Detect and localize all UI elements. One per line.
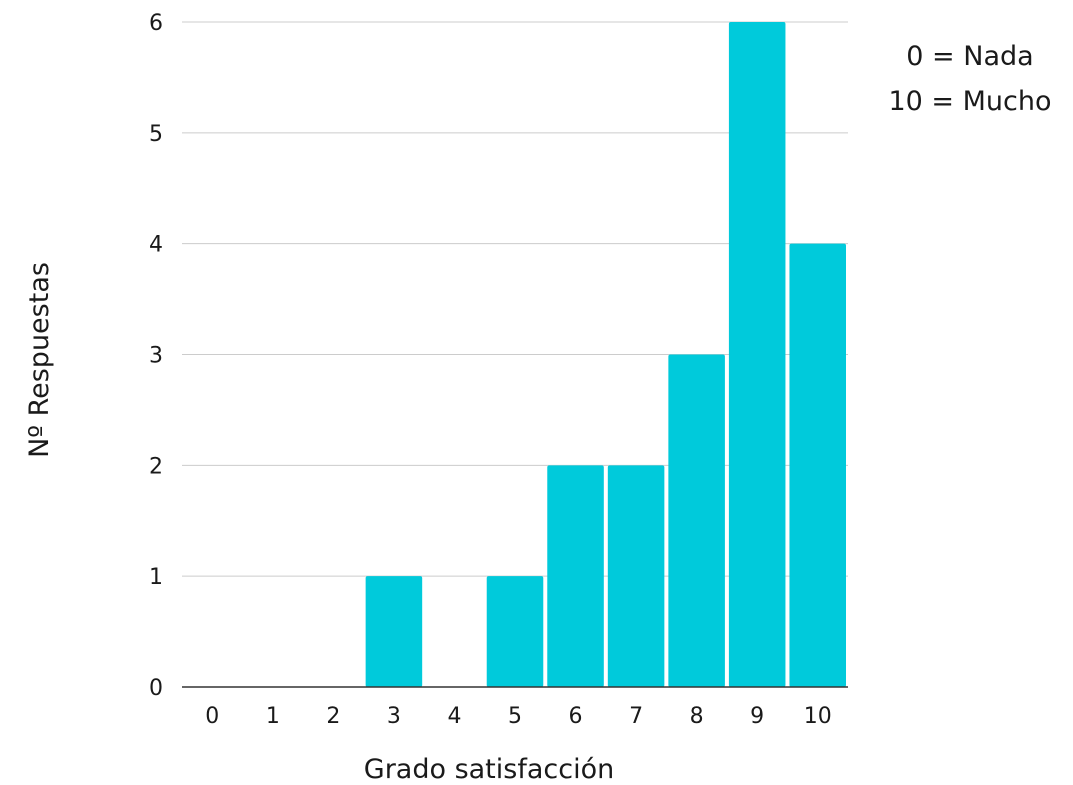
bar <box>789 243 846 687</box>
x-tick-label: 4 <box>447 704 461 729</box>
bar <box>365 576 423 687</box>
x-tick-label: 5 <box>508 704 522 729</box>
x-tick-label: 1 <box>266 704 280 729</box>
scale-note-max: 10 = Mucho <box>888 86 1051 117</box>
y-tick-label: 1 <box>149 565 163 590</box>
bar <box>668 354 725 687</box>
bar <box>728 22 786 687</box>
y-axis-title: Nº Respuestas <box>24 262 55 458</box>
y-tick-label: 0 <box>149 676 163 701</box>
x-tick-labels: 0 1 2 3 4 5 6 7 8 9 10 <box>205 704 831 729</box>
bar <box>547 465 604 687</box>
y-tick-label: 3 <box>149 344 163 369</box>
bar <box>486 576 544 687</box>
x-tick-label: 6 <box>569 704 583 729</box>
bar <box>607 465 665 687</box>
bars <box>365 22 846 687</box>
x-tick-label: 2 <box>326 704 340 729</box>
y-tick-label: 5 <box>149 122 163 147</box>
scale-note-min: 0 = Nada <box>906 41 1033 72</box>
x-tick-label: 8 <box>690 704 704 729</box>
x-tick-label: 7 <box>629 704 643 729</box>
y-tick-label: 4 <box>149 233 163 258</box>
x-axis-title: Grado satisfacción <box>364 754 614 785</box>
y-tick-label: 2 <box>149 454 163 479</box>
x-tick-label: 3 <box>387 704 401 729</box>
x-tick-label: 0 <box>205 704 219 729</box>
y-tick-labels: 0 1 2 3 4 5 6 <box>149 11 163 701</box>
y-tick-label: 6 <box>149 11 163 36</box>
x-tick-label: 9 <box>750 704 764 729</box>
x-tick-label: 10 <box>804 704 832 729</box>
